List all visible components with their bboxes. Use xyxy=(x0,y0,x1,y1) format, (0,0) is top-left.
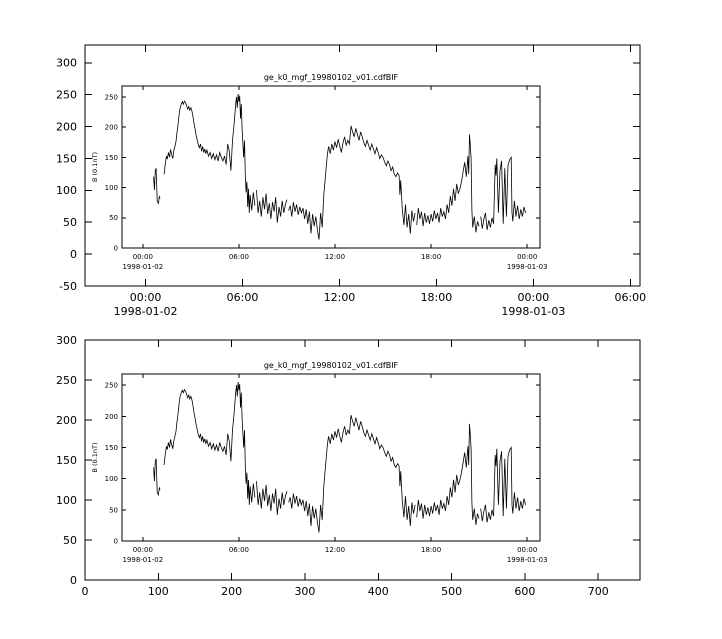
inset-chart-top-series-line xyxy=(153,93,526,240)
outer-bottom-frame xyxy=(84,339,641,581)
inset-chart-top-xtick-date: 1998-01-02 xyxy=(122,263,163,271)
inset-chart-top-title: ge_k0_mgf_19980102_v01.cdfBIF xyxy=(264,73,399,82)
inset-chart-top-xtick-label: 00:00 xyxy=(133,253,153,261)
inset-chart-bottom-ytick-label: 200 xyxy=(105,413,118,421)
outer-bottom-ytick-label: 200 xyxy=(56,414,77,427)
inset-chart-bottom-ytick-label: 50 xyxy=(109,506,118,514)
inset-chart-bottom-xtick-date: 1998-01-02 xyxy=(122,556,163,564)
outer-bottom-xtick-label: 400 xyxy=(368,585,389,598)
inset-chart-top-xtick-label: 00:00 xyxy=(517,253,537,261)
inset-chart-top-xtick-label: 12:00 xyxy=(325,253,345,261)
inset-chart-top-ytick-label: 0 xyxy=(114,244,118,252)
outer-top-xtick-label: 00:00 xyxy=(518,291,550,304)
outer-top-xtick-label: 12:00 xyxy=(324,291,356,304)
outer-bottom-xtick-label: 300 xyxy=(294,585,315,598)
outer-top-ytick-label: 0 xyxy=(70,248,77,261)
inset-chart-top-ytick-label: 200 xyxy=(105,124,118,132)
inset-chart-bottom-series-line xyxy=(153,382,526,533)
outer-bottom-xtick-label: 100 xyxy=(148,585,169,598)
inset-chart-top: 250 200 150 100 50 0 00:00 1998-01-02 06:00 12:00… xyxy=(91,73,548,271)
inset-chart-top-xtick-label: 06:00 xyxy=(229,253,249,261)
inset-chart-top-ytick-label: 250 xyxy=(105,93,118,101)
outer-top-xtick-date: 1998-01-02 xyxy=(114,305,178,318)
outer-bottom-ytick-label: 100 xyxy=(56,494,77,507)
inset-chart-top-ylabel: B (0.1nT) xyxy=(91,152,99,182)
outer-bottom-xtick-label: 0 xyxy=(82,585,89,598)
outer-bottom-xtick-label: 200 xyxy=(221,585,242,598)
inset-chart-bottom-ytick-label: 100 xyxy=(105,475,118,483)
outer-bottom-ytick-label: 250 xyxy=(56,374,77,387)
inset-chart-top-ytick-label: 50 xyxy=(109,214,118,222)
inset-chart-bottom-ytick-label: 150 xyxy=(105,444,118,452)
inset-chart-top-xtick-label: 18:00 xyxy=(421,253,441,261)
outer-top-xtick-date: 1998-01-03 xyxy=(501,305,565,318)
outer-top-ytick-label: 250 xyxy=(56,89,77,102)
outer-top-ytick-label: 100 xyxy=(56,184,77,197)
outer-bottom-ytick-label: 300 xyxy=(56,334,77,347)
outer-top-ytick-label: 200 xyxy=(56,120,77,133)
inset-chart-bottom-xtick-date: 1998-01-03 xyxy=(507,556,548,564)
inset-chart-bottom-xtick-label: 18:00 xyxy=(421,546,441,554)
inset-chart-bottom-title: ge_k0_mgf_19980102_v01.cdfBIF xyxy=(264,361,399,370)
outer-bottom-ytick-label: 50 xyxy=(63,534,77,547)
outer-bottom-ytick-label: 0 xyxy=(70,574,77,587)
inset-chart-bottom-xtick-label: 00:00 xyxy=(133,546,153,554)
inset-chart-bottom: 250 200 150 100 50 0 00:00 1998-01-02 06:00 12:00… xyxy=(91,361,548,564)
outer-bottom-xtick-label: 700 xyxy=(588,585,609,598)
outer-top-xtick-label: 06:00 xyxy=(614,291,646,304)
outer-top-xtick-label: 18:00 xyxy=(421,291,453,304)
inset-chart-bottom-ytick-label: 0 xyxy=(114,537,118,545)
outer-top-frame xyxy=(84,44,641,287)
outer-chart-top: 300250200150100500-5000:001998-01-0206:0… xyxy=(56,44,646,318)
inset-chart-top-frame xyxy=(121,85,541,249)
inset-chart-bottom-frame xyxy=(121,373,541,542)
inset-chart-bottom-ylabel: B (0.1nT) xyxy=(91,442,99,472)
inset-chart-bottom-xtick-label: 06:00 xyxy=(229,546,249,554)
outer-top-ytick-label: 150 xyxy=(56,152,77,165)
outer-bottom-ytick-label: 150 xyxy=(56,454,77,467)
inset-chart-top-xtick-date: 1998-01-03 xyxy=(507,263,548,271)
outer-bottom-xtick-label: 600 xyxy=(514,585,535,598)
outer-top-ytick-label: -50 xyxy=(59,280,77,293)
inset-chart-top-ytick-label: 100 xyxy=(105,184,118,192)
outer-top-ytick-label: 50 xyxy=(63,216,77,229)
outer-top-xtick-label: 00:00 xyxy=(130,291,162,304)
inset-chart-bottom-xtick-label: 00:00 xyxy=(517,546,537,554)
outer-bottom-xtick-label: 500 xyxy=(441,585,462,598)
outer-top-xtick-label: 06:00 xyxy=(227,291,259,304)
inset-chart-bottom-ytick-label: 250 xyxy=(105,382,118,390)
inset-chart-top-ytick-label: 150 xyxy=(105,154,118,162)
outer-top-ytick-label: 300 xyxy=(56,57,77,70)
inset-chart-bottom-xtick-label: 12:00 xyxy=(325,546,345,554)
